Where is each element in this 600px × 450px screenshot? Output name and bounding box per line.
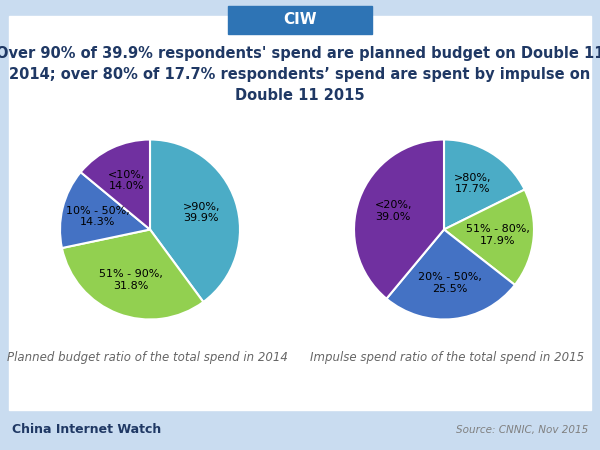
Wedge shape bbox=[80, 140, 150, 230]
Text: 51% - 90%,
31.8%: 51% - 90%, 31.8% bbox=[99, 269, 163, 291]
Text: CIW: CIW bbox=[283, 12, 317, 27]
Wedge shape bbox=[62, 230, 203, 320]
Text: Over 90% of 39.9% respondents' spend are planned budget on Double 11
2014; over : Over 90% of 39.9% respondents' spend are… bbox=[0, 46, 600, 103]
Text: Planned budget ratio of the total spend in 2014: Planned budget ratio of the total spend … bbox=[7, 351, 287, 364]
Text: <10%,
14.0%: <10%, 14.0% bbox=[109, 170, 146, 191]
Wedge shape bbox=[444, 140, 524, 230]
Text: 20% - 50%,
25.5%: 20% - 50%, 25.5% bbox=[418, 272, 482, 294]
Wedge shape bbox=[354, 140, 444, 299]
Text: Source: CNNIC, Nov 2015: Source: CNNIC, Nov 2015 bbox=[456, 425, 588, 435]
Text: 51% - 80%,
17.9%: 51% - 80%, 17.9% bbox=[466, 224, 530, 246]
Text: China Internet Watch: China Internet Watch bbox=[12, 423, 161, 436]
Wedge shape bbox=[60, 172, 150, 248]
Text: 10% - 50%,
14.3%: 10% - 50%, 14.3% bbox=[65, 206, 130, 227]
FancyBboxPatch shape bbox=[228, 6, 372, 34]
Wedge shape bbox=[150, 140, 240, 302]
Text: Impulse spend ratio of the total spend in 2015: Impulse spend ratio of the total spend i… bbox=[310, 351, 584, 364]
Wedge shape bbox=[444, 189, 534, 285]
Text: >80%,
17.7%: >80%, 17.7% bbox=[454, 173, 491, 194]
Wedge shape bbox=[386, 230, 515, 320]
Text: >90%,
39.9%: >90%, 39.9% bbox=[182, 202, 220, 224]
Text: <20%,
39.0%: <20%, 39.0% bbox=[374, 200, 412, 222]
FancyBboxPatch shape bbox=[9, 16, 591, 410]
